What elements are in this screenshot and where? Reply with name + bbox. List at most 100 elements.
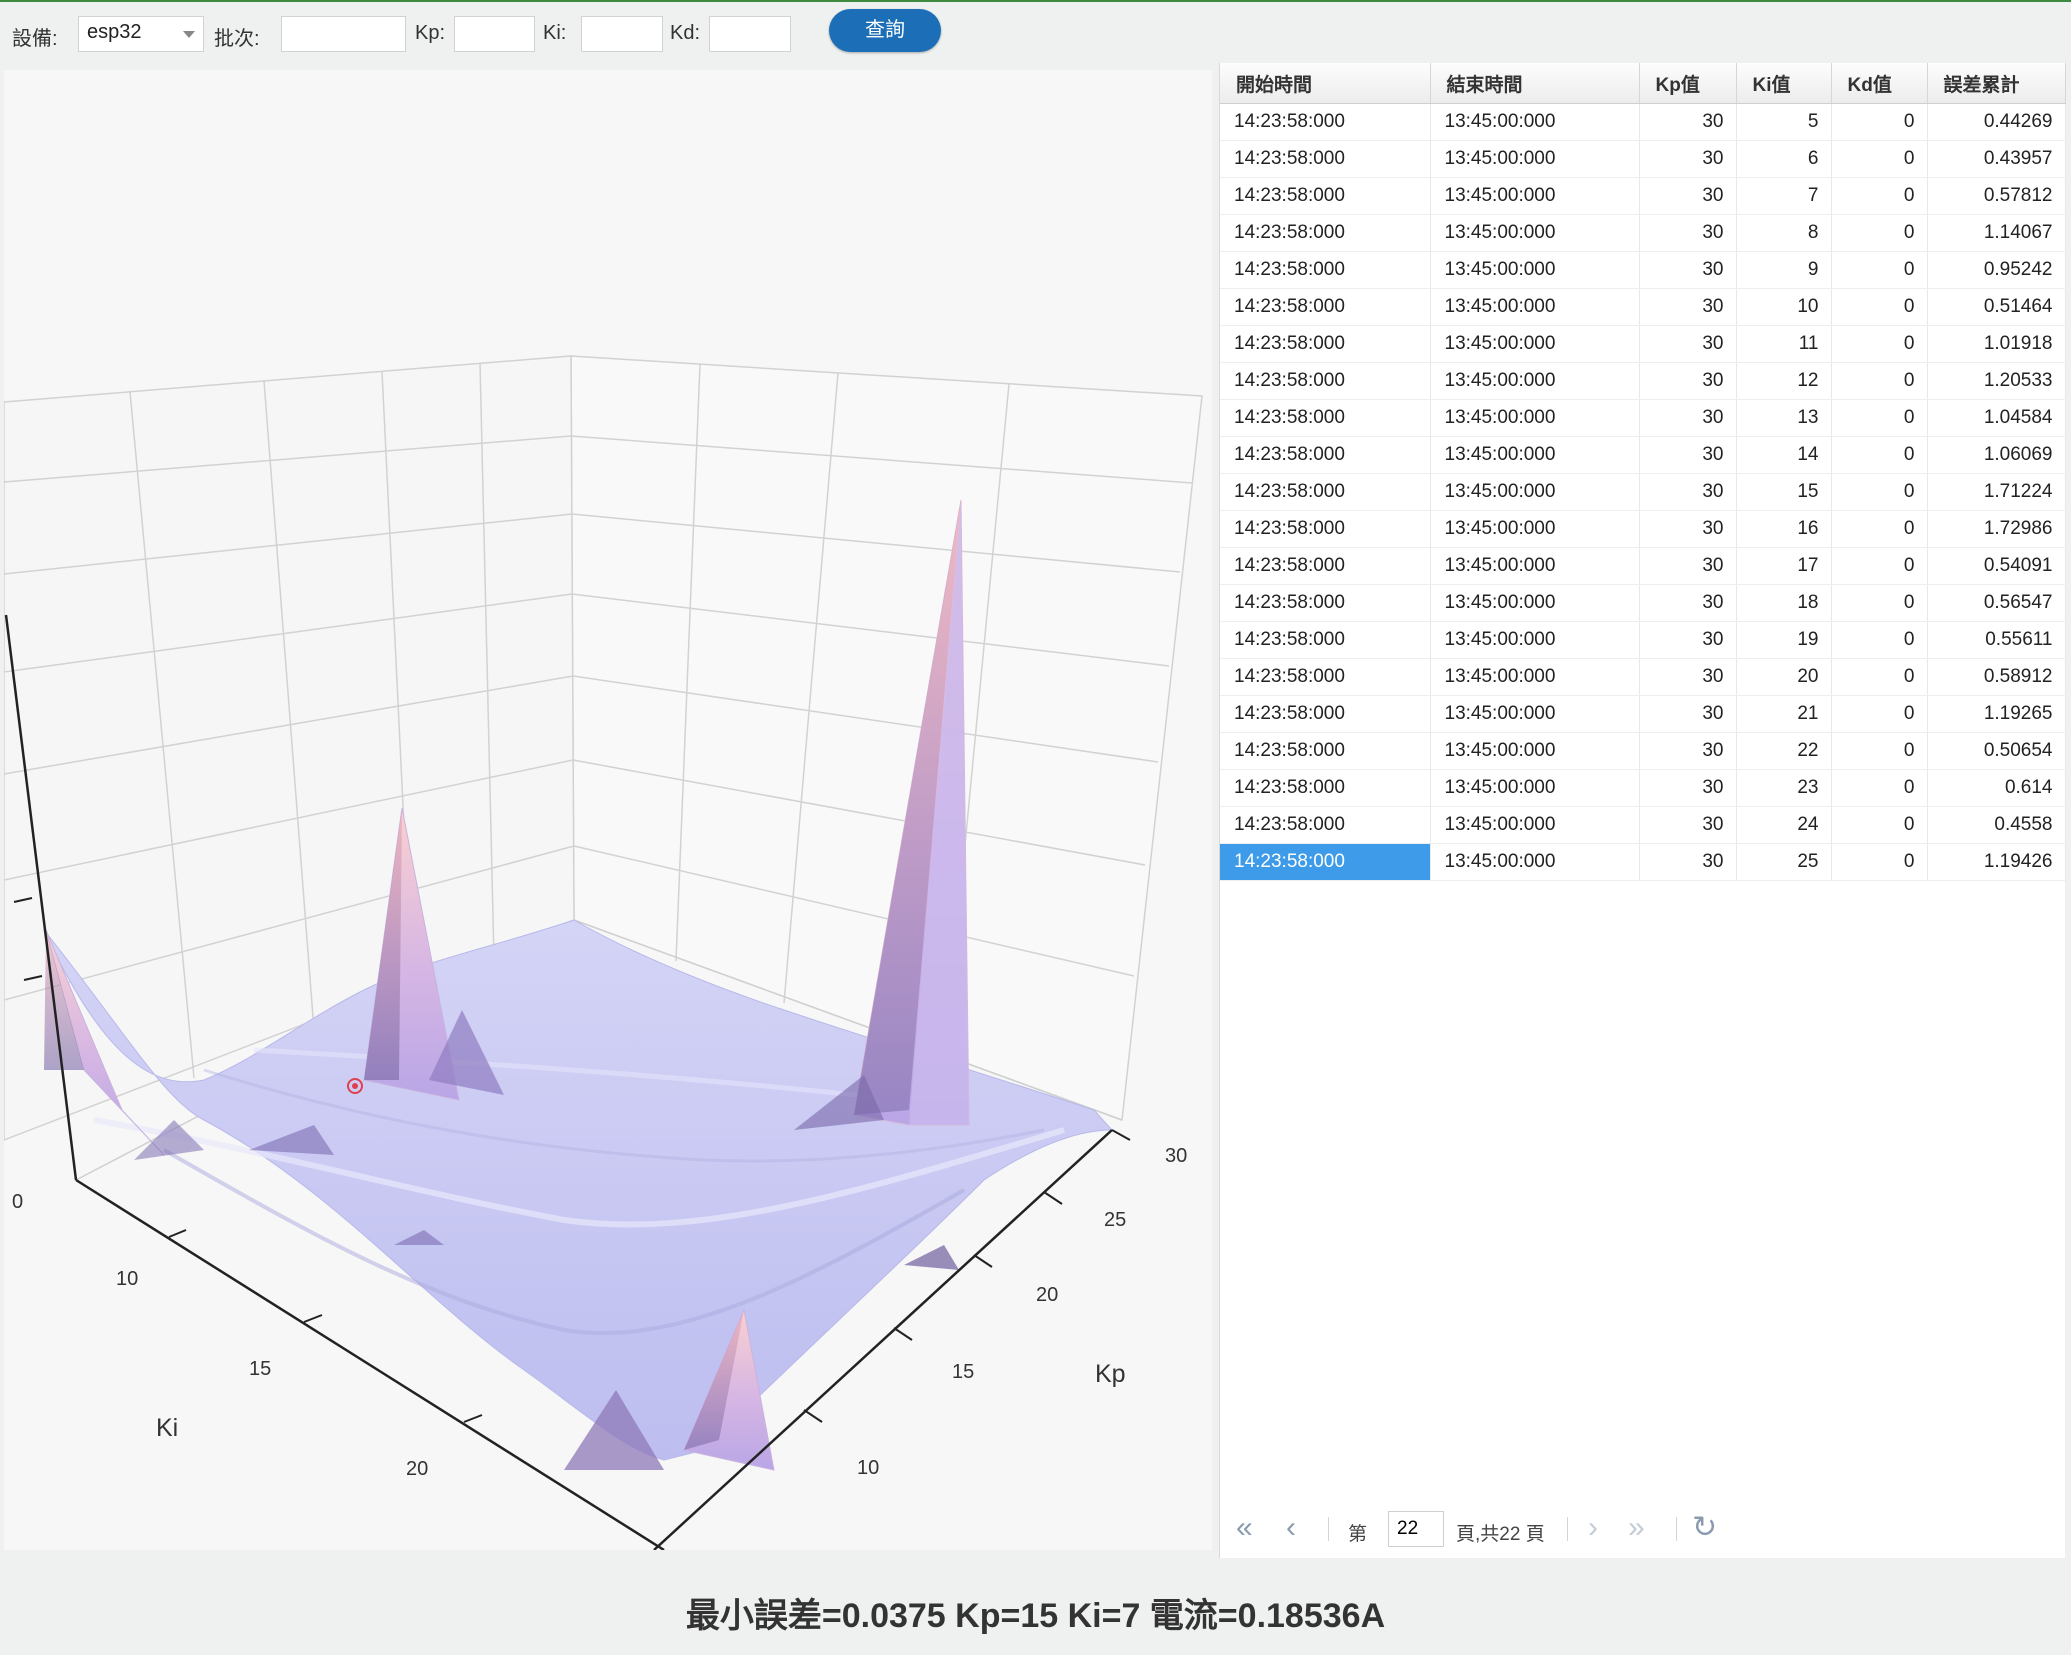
table-cell: 30 <box>1639 769 1737 807</box>
table-row[interactable]: 14:23:58:000 13:45:00:000 30 13 0 1.04584 <box>1220 399 2066 437</box>
table-cell: 0 <box>1831 584 1928 622</box>
table-cell: 0.56547 <box>1927 584 2066 622</box>
table-cell: 1.20533 <box>1927 362 2066 400</box>
table-cell: 14:23:58:000 <box>1220 436 1431 474</box>
table-cell: 25 <box>1736 843 1832 881</box>
table-row[interactable]: 14:23:58:000 13:45:00:000 30 8 0 1.14067 <box>1220 214 2066 252</box>
table-cell: 30 <box>1639 473 1737 511</box>
table-cell: 1.19426 <box>1927 843 2066 881</box>
table-cell: 0 <box>1831 473 1928 511</box>
table-row[interactable]: 14:23:58:000 13:45:00:000 30 14 0 1.06069 <box>1220 436 2066 474</box>
batch-input[interactable] <box>281 16 406 52</box>
table-cell: 0.44269 <box>1927 103 2066 141</box>
table-row[interactable]: 14:23:58:000 13:45:00:000 30 24 0 0.4558 <box>1220 806 2066 844</box>
table-cell: 0.50654 <box>1927 732 2066 770</box>
table-row[interactable]: 14:23:58:000 13:45:00:000 30 5 0 0.44269 <box>1220 103 2066 141</box>
table-cell: 14:23:58:000 <box>1220 584 1431 622</box>
table-row[interactable]: 14:23:58:000 13:45:00:000 30 23 0 0.614 <box>1220 769 2066 807</box>
table-cell: 14:23:58:000 <box>1220 288 1431 326</box>
prev-page-icon[interactable]: ‹ <box>1286 1511 1296 1544</box>
z-axis-line <box>4 614 78 1181</box>
table-row[interactable]: 14:23:58:000 13:45:00:000 30 7 0 0.57812 <box>1220 177 2066 215</box>
table-cell: 6 <box>1736 140 1832 178</box>
table-row[interactable]: 14:23:58:000 13:45:00:000 30 12 0 1.20533 <box>1220 362 2066 400</box>
surface-chart-svg[interactable]: 0 10 15 20 10 15 20 25 30 Ki Kp <box>4 70 1212 1550</box>
column-header-error-sum[interactable]: 誤差累計 <box>1927 63 2066 104</box>
table-cell: 14:23:58:000 <box>1220 177 1431 215</box>
device-select-value: esp32 <box>87 21 142 43</box>
results-grid-panel: 開始時間 結束時間 Kp值 Ki值 Kd值 誤差累計 14:23:58:000 1… <box>1219 63 2066 1558</box>
column-header-end-time[interactable]: 結束時間 <box>1430 63 1640 104</box>
table-cell: 23 <box>1736 769 1832 807</box>
last-page-icon[interactable]: » <box>1628 1511 1645 1544</box>
table-cell: 0 <box>1831 547 1928 585</box>
table-cell: 30 <box>1639 843 1737 881</box>
table-cell: 22 <box>1736 732 1832 770</box>
table-cell: 30 <box>1639 214 1737 252</box>
table-cell: 0.43957 <box>1927 140 2066 178</box>
dropdown-arrow-icon[interactable] <box>183 31 195 38</box>
table-row[interactable]: 14:23:58:000 13:45:00:000 30 16 0 1.72986 <box>1220 510 2066 548</box>
table-row[interactable]: 14:23:58:000 13:45:00:000 30 25 0 1.19426 <box>1220 843 2066 881</box>
first-page-icon[interactable]: « <box>1236 1511 1253 1544</box>
axis-titles: Ki Kp <box>156 1360 1126 1442</box>
table-row[interactable]: 14:23:58:000 13:45:00:000 30 18 0 0.56547 <box>1220 584 2066 622</box>
table-cell: 13 <box>1736 399 1832 437</box>
page-number-input[interactable] <box>1388 1511 1444 1547</box>
pagination-bar: « ‹ 第 頁,共22 頁 › » ↻ <box>1220 1503 2065 1553</box>
table-cell: 1.71224 <box>1927 473 2066 511</box>
table-row[interactable]: 14:23:58:000 13:45:00:000 30 19 0 0.55611 <box>1220 621 2066 659</box>
result-summary: 最小誤差=0.0375 Kp=15 Ki=7 電流=0.18536A <box>685 1597 1386 1635</box>
table-cell: 0.58912 <box>1927 658 2066 696</box>
table-row[interactable]: 14:23:58:000 13:45:00:000 30 6 0 0.43957 <box>1220 140 2066 178</box>
column-header-kd[interactable]: Kd值 <box>1831 63 1928 104</box>
table-row[interactable]: 14:23:58:000 13:45:00:000 30 9 0 0.95242 <box>1220 251 2066 289</box>
table-row[interactable]: 14:23:58:000 13:45:00:000 30 11 0 1.01918 <box>1220 325 2066 363</box>
table-cell: 13:45:00:000 <box>1430 362 1640 400</box>
table-cell: 0 <box>1831 658 1928 696</box>
kp-input[interactable] <box>454 16 535 52</box>
table-cell: 0 <box>1831 436 1928 474</box>
top-border <box>0 0 2071 2</box>
table-cell: 13:45:00:000 <box>1430 621 1640 659</box>
table-cell: 30 <box>1639 621 1737 659</box>
table-row[interactable]: 14:23:58:000 13:45:00:000 30 15 0 1.71224 <box>1220 473 2066 511</box>
table-cell: 14:23:58:000 <box>1220 695 1431 733</box>
table-cell: 30 <box>1639 103 1737 141</box>
table-cell: 30 <box>1639 140 1737 178</box>
table-cell: 13:45:00:000 <box>1430 547 1640 585</box>
next-page-icon[interactable]: › <box>1588 1511 1598 1544</box>
surface-chart[interactable]: 0 10 15 20 10 15 20 25 30 Ki Kp <box>4 70 1212 1550</box>
table-cell: 0.95242 <box>1927 251 2066 289</box>
table-cell: 14:23:58:000 <box>1220 325 1431 363</box>
table-cell: 12 <box>1736 362 1832 400</box>
query-button[interactable]: 查詢 <box>829 9 941 52</box>
column-header-start-time[interactable]: 開始時間 <box>1220 63 1431 104</box>
table-cell: 14:23:58:000 <box>1220 103 1431 141</box>
table-cell: 1.04584 <box>1927 399 2066 437</box>
table-row[interactable]: 14:23:58:000 13:45:00:000 30 10 0 0.51464 <box>1220 288 2066 326</box>
ki-input[interactable] <box>581 16 663 52</box>
table-cell: 14:23:58:000 <box>1220 732 1431 770</box>
table-cell: 0.51464 <box>1927 288 2066 326</box>
kp-label: Kp: <box>415 22 446 44</box>
table-row[interactable]: 14:23:58:000 13:45:00:000 30 20 0 0.58912 <box>1220 658 2066 696</box>
device-select[interactable]: esp32 <box>78 16 204 52</box>
refresh-icon[interactable]: ↻ <box>1692 1511 1718 1544</box>
column-header-ki[interactable]: Ki值 <box>1736 63 1832 104</box>
table-cell: 14:23:58:000 <box>1220 362 1431 400</box>
kd-input[interactable] <box>709 16 791 52</box>
batch-label: 批次: <box>214 28 260 50</box>
table-cell: 14:23:58:000 <box>1220 399 1431 437</box>
table-row[interactable]: 14:23:58:000 13:45:00:000 30 22 0 0.50654 <box>1220 732 2066 770</box>
table-cell: 14:23:58:000 <box>1220 843 1431 881</box>
table-row[interactable]: 14:23:58:000 13:45:00:000 30 21 0 1.19265 <box>1220 695 2066 733</box>
table-cell: 30 <box>1639 658 1737 696</box>
table-row[interactable]: 14:23:58:000 13:45:00:000 30 17 0 0.54091 <box>1220 547 2066 585</box>
table-cell: 14:23:58:000 <box>1220 658 1431 696</box>
column-header-kp[interactable]: Kp值 <box>1639 63 1737 104</box>
table-cell: 13:45:00:000 <box>1430 251 1640 289</box>
table-cell: 13:45:00:000 <box>1430 103 1640 141</box>
minimum-marker[interactable] <box>347 1078 363 1094</box>
table-cell: 30 <box>1639 695 1737 733</box>
